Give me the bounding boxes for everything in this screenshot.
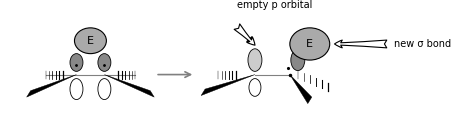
Polygon shape — [290, 75, 312, 104]
Polygon shape — [104, 75, 154, 97]
Text: new σ bond: new σ bond — [393, 39, 451, 49]
Ellipse shape — [248, 49, 262, 71]
Ellipse shape — [249, 79, 261, 96]
Polygon shape — [27, 75, 76, 97]
Ellipse shape — [290, 28, 330, 60]
Text: empty p orbital: empty p orbital — [237, 0, 312, 10]
Text: E: E — [87, 36, 94, 46]
Ellipse shape — [70, 54, 83, 71]
Ellipse shape — [98, 54, 111, 71]
Polygon shape — [201, 75, 255, 96]
Ellipse shape — [291, 50, 305, 71]
Ellipse shape — [70, 79, 83, 100]
Ellipse shape — [98, 79, 111, 100]
Text: E: E — [306, 39, 313, 49]
Ellipse shape — [74, 28, 106, 54]
